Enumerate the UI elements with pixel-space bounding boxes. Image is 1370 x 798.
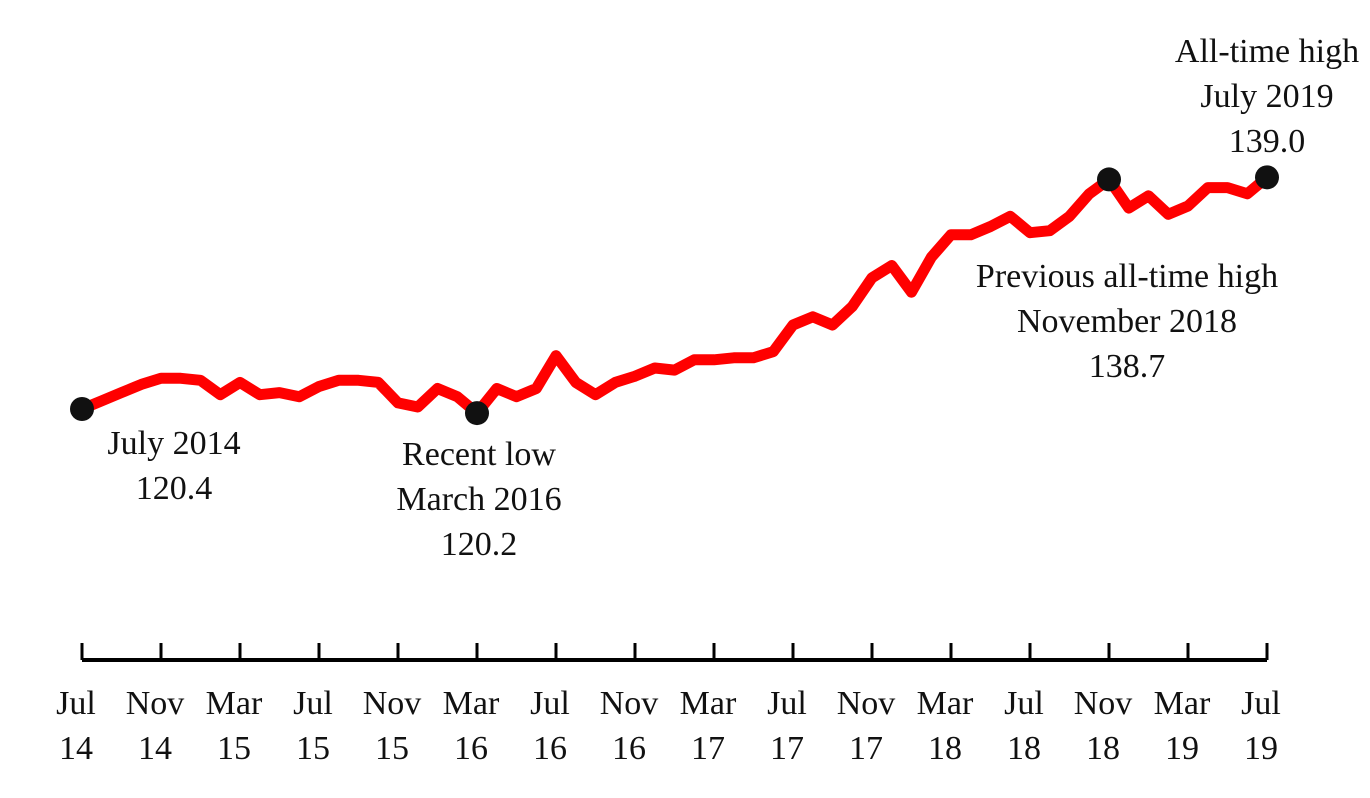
data-point-marker [70, 397, 94, 421]
annotation-layer: July 2014 120.4 Recent low March 2016 120.2 P… [107, 33, 1359, 563]
x-tick-label-month: Mar [1154, 685, 1211, 722]
x-tick-label-year: 19 [1165, 730, 1199, 767]
annotation-label: Previous all-time high November 2018 138.7 [976, 258, 1278, 385]
x-tick-label-year: 16 [454, 730, 488, 767]
x-tick-label-month: Mar [443, 685, 500, 722]
annotation-label: July 2014 120.4 [107, 425, 240, 507]
x-tick-label-month: Jul [530, 685, 570, 722]
x-tick-label-month: Nov [837, 685, 896, 722]
x-tick-label-year: 16 [612, 730, 646, 767]
annotation-label: Recent low March 2016 120.2 [396, 436, 561, 563]
x-tick-label-month: Jul [293, 685, 333, 722]
x-tick-label: Mar 16 [443, 685, 500, 767]
x-tick-label-year: 17 [770, 730, 804, 767]
annotation-label-line: March 2016 [396, 481, 561, 518]
x-tick-label-year: 15 [296, 730, 330, 767]
annotation-label-line: 120.2 [441, 526, 518, 563]
annotation-label-line: November 2018 [1017, 303, 1237, 340]
annotation-label: All-time high July 2019 139.0 [1175, 33, 1359, 160]
x-tick-label: Jul 16 [530, 685, 570, 767]
data-point-marker [1255, 165, 1279, 190]
x-tick-label-month: Mar [206, 685, 263, 722]
x-tick-label: Mar 17 [680, 685, 737, 767]
x-tick-label: Jul 18 [1004, 685, 1044, 767]
x-tick-label-month: Nov [600, 685, 659, 722]
x-tick-label: Nov 17 [837, 685, 896, 767]
marker-layer [70, 165, 1279, 426]
annotation-label-line: 139.0 [1229, 123, 1306, 160]
x-tick-label-month: Jul [56, 685, 96, 722]
x-tick-label-month: Nov [126, 685, 185, 722]
annotation-label-line: Previous all-time high [976, 258, 1278, 295]
x-tick-label-year: 19 [1244, 730, 1278, 767]
series-layer [76, 171, 1273, 419]
annotation-label-line: July 2014 [107, 425, 240, 462]
x-tick-label-year: 18 [928, 730, 962, 767]
x-tick-label: Nov 15 [363, 685, 422, 767]
data-point-marker [465, 401, 489, 426]
annotation-label-line: Recent low [402, 436, 556, 473]
x-tick-label-month: Jul [1241, 685, 1281, 722]
x-tick-label: Mar 18 [917, 685, 974, 767]
x-tick-label-year: 15 [217, 730, 251, 767]
x-tick-label-month: Nov [363, 685, 422, 722]
x-tick-label: Nov 14 [126, 685, 185, 767]
x-axis: Jul 14 Nov 14 Mar 15 Jul 15 Nov 15 Mar 16 Jul 16 Nov 16… [56, 643, 1281, 767]
series-line [76, 171, 1273, 419]
x-tick-label-year: 18 [1007, 730, 1041, 767]
x-tick-label: Mar 15 [206, 685, 263, 767]
x-tick-label: Jul 17 [767, 685, 807, 767]
x-tick-label-year: 15 [375, 730, 409, 767]
x-tick-label-month: Jul [1004, 685, 1044, 722]
data-point-marker [1097, 167, 1121, 192]
annotation-label-line: 138.7 [1089, 348, 1166, 385]
x-tick-label-month: Jul [767, 685, 807, 722]
x-tick-label: Jul 14 [56, 685, 96, 767]
x-tick-label-year: 14 [138, 730, 172, 767]
x-tick-label-month: Mar [917, 685, 974, 722]
x-tick-label-year: 16 [533, 730, 567, 767]
x-tick-label: Jul 19 [1241, 685, 1281, 767]
x-tick-label-year: 17 [849, 730, 883, 767]
x-tick-label: Nov 16 [600, 685, 659, 767]
x-tick-label: Nov 18 [1074, 685, 1133, 767]
x-tick-label-month: Mar [680, 685, 737, 722]
x-tick-label: Mar 19 [1154, 685, 1211, 767]
x-tick-label-year: 17 [691, 730, 725, 767]
x-tick-label-year: 18 [1086, 730, 1120, 767]
x-tick-label: Jul 15 [293, 685, 333, 767]
annotation-label-line: All-time high [1175, 33, 1359, 70]
annotation-label-line: July 2019 [1200, 78, 1333, 115]
x-tick-label-month: Nov [1074, 685, 1133, 722]
annotation-label-line: 120.4 [136, 470, 213, 507]
x-tick-label-year: 14 [59, 730, 93, 767]
